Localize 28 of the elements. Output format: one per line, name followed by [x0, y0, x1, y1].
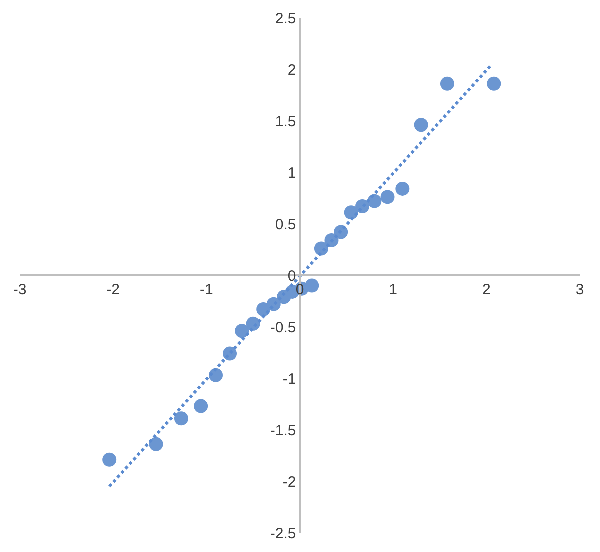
point [380, 190, 395, 204]
point [149, 437, 164, 452]
point [396, 182, 410, 196]
point [487, 76, 502, 91]
y-tick-label: -0.5 [270, 319, 296, 336]
point [414, 118, 428, 132]
y-tick-label: -2.5 [270, 525, 296, 542]
x-tick-label: -1 [200, 281, 214, 298]
y-tick-label: -1 [282, 370, 296, 388]
point [102, 452, 117, 467]
point [440, 76, 454, 91]
y-tick-label: 1.5 [275, 113, 296, 130]
x-tick-label: 1 [389, 281, 398, 298]
y-tick-label: 2 [288, 62, 296, 79]
x-tick-label: 3 [576, 281, 584, 298]
point [174, 412, 188, 426]
y-tick-label: 1 [288, 164, 296, 182]
point [194, 399, 208, 414]
x-tick-label: 2 [482, 281, 491, 298]
x-tick-label: -3 [13, 281, 27, 298]
y-tick-label: 0 [288, 268, 296, 285]
y-tick-label: -2 [282, 474, 296, 491]
y-tick-label: 0.5 [275, 216, 296, 234]
point [235, 324, 250, 338]
x-tick-label: -2 [106, 281, 120, 298]
y-tick-label: 2.5 [275, 10, 296, 28]
point [305, 278, 320, 293]
y-tick-label: -1.5 [270, 422, 296, 440]
